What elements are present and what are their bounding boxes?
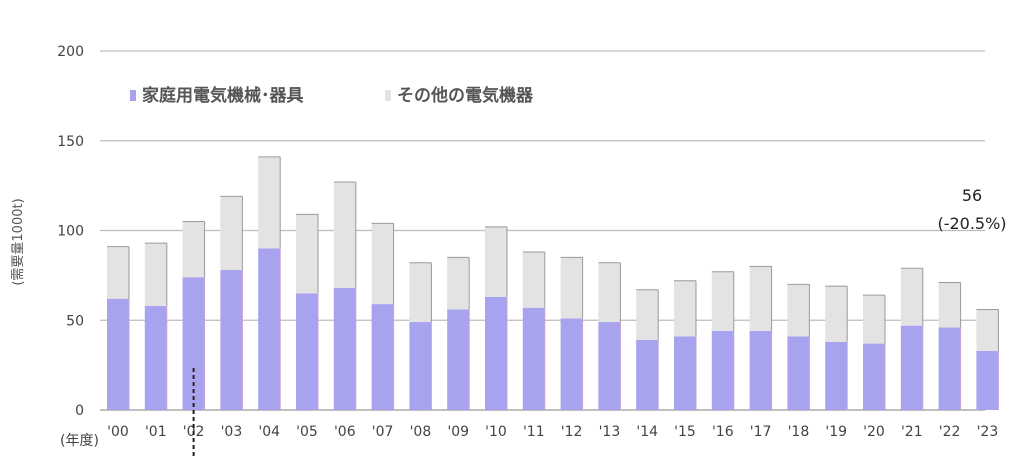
bar-segment-household xyxy=(636,339,659,410)
x-axis-ticks: '00'01'02'03'04'05'06'07'08'09'10'11'12'… xyxy=(107,424,998,440)
y-tick-label: 150 xyxy=(57,134,84,150)
bar-segment-household xyxy=(938,327,961,410)
bar-segment-household xyxy=(296,293,318,410)
bar-segment-household xyxy=(220,269,243,410)
x-tick-label: '23 xyxy=(977,424,999,440)
bar-segment-other xyxy=(333,182,356,288)
bar-segment-other xyxy=(749,266,772,332)
x-tick-label: '06 xyxy=(334,424,356,440)
x-tick-label: '21 xyxy=(901,424,923,440)
x-tick-label: '04 xyxy=(258,424,280,440)
legend-label-other: その他の電気機器 xyxy=(397,85,534,106)
bar-segment-other xyxy=(825,286,848,342)
y-axis-label: (需要量1000t) xyxy=(11,198,26,285)
bar-segment-other xyxy=(447,257,470,310)
bar-segment-other xyxy=(182,221,205,278)
bar-segment-other xyxy=(938,282,961,328)
bar-segment-household xyxy=(749,331,772,410)
bar-segment-other xyxy=(522,252,545,308)
legend: 家庭用電気機械･器具 その他の電気機器 xyxy=(130,85,534,106)
legend-swatch-other xyxy=(385,90,391,101)
x-tick-label: '03 xyxy=(221,424,243,440)
bar-segment-other xyxy=(787,284,810,337)
y-tick-label: 0 xyxy=(75,403,84,419)
bar-segment-household xyxy=(825,341,848,410)
y-tick-label: 50 xyxy=(66,313,84,329)
x-tick-label: '05 xyxy=(296,424,318,440)
x-axis-label: (年度) xyxy=(60,433,99,449)
bar-segment-household xyxy=(674,336,696,410)
x-tick-label: '11 xyxy=(523,424,545,440)
x-tick-label: '13 xyxy=(599,424,621,440)
bar-segment-household xyxy=(787,336,810,410)
x-tick-label: '18 xyxy=(788,424,810,440)
x-tick-label: '16 xyxy=(712,424,734,440)
bar-segment-other xyxy=(976,309,999,351)
bar-segment-household xyxy=(598,322,621,410)
bar-segment-household xyxy=(976,350,999,410)
bar-segment-other xyxy=(371,223,394,305)
y-tick-label: 200 xyxy=(57,44,84,60)
bar-segment-household xyxy=(863,343,885,410)
bar-segment-other xyxy=(900,268,923,326)
legend-label-household: 家庭用電気機械･器具 xyxy=(142,85,304,106)
bar-segment-other xyxy=(409,262,432,323)
bar-segment-household xyxy=(560,318,583,410)
bar-segment-other xyxy=(560,257,583,319)
bar-segment-other xyxy=(107,246,129,299)
x-tick-label: '19 xyxy=(825,424,847,440)
bar-segment-household xyxy=(371,304,394,410)
y-axis-ticks: 0 50 100 150 200 xyxy=(57,44,84,419)
x-tick-label: '12 xyxy=(561,424,583,440)
bar-segment-other xyxy=(220,196,243,270)
x-tick-label: '09 xyxy=(447,424,469,440)
bar-segment-other xyxy=(863,295,885,344)
bar-segment-other xyxy=(598,262,621,323)
x-tick-label: '17 xyxy=(750,424,772,440)
x-tick-label: '01 xyxy=(145,424,167,440)
bars xyxy=(107,156,999,410)
bar-segment-other xyxy=(296,214,318,294)
bar-segment-household xyxy=(711,331,734,410)
bar-segment-household xyxy=(900,325,923,410)
x-tick-label: '07 xyxy=(372,424,394,440)
bar-segment-household xyxy=(258,248,281,410)
x-tick-label: '22 xyxy=(939,424,961,440)
annotation-change: (-20.5%) xyxy=(937,214,1006,233)
x-tick-label: '20 xyxy=(863,424,885,440)
legend-swatch-household xyxy=(130,90,136,101)
x-tick-label: '08 xyxy=(410,424,432,440)
bar-segment-household xyxy=(107,298,129,410)
bar-segment-household xyxy=(144,305,167,410)
bar-segment-household xyxy=(447,309,470,410)
bar-segment-other xyxy=(144,243,167,306)
bar-segment-household xyxy=(522,307,545,410)
bar-segment-household xyxy=(409,322,432,410)
x-tick-label: '10 xyxy=(485,424,507,440)
bar-segment-household xyxy=(333,287,356,410)
bar-segment-other xyxy=(711,271,734,332)
bar-segment-household xyxy=(485,296,507,410)
bar-segment-other xyxy=(636,289,659,340)
x-tick-label: '00 xyxy=(107,424,129,440)
bar-segment-other xyxy=(485,226,507,297)
bar-segment-other xyxy=(258,156,281,249)
annotation-value: 56 xyxy=(962,186,982,205)
y-tick-label: 100 xyxy=(57,224,84,240)
bar-segment-household xyxy=(182,277,205,410)
bar-segment-other xyxy=(674,280,696,337)
x-tick-label: '14 xyxy=(636,424,658,440)
x-tick-label: '15 xyxy=(674,424,696,440)
